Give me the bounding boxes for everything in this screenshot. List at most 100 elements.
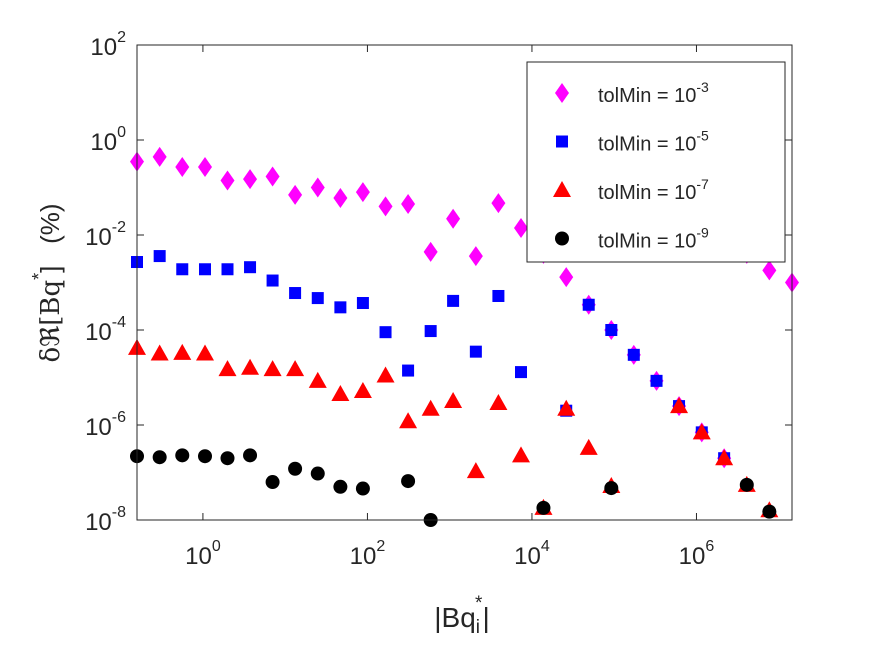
x-label-suffix: | [482,602,489,633]
point [289,287,302,300]
y-tick-label-base: 10 [90,34,117,61]
point [378,196,393,217]
point [355,182,370,203]
legend-name: tolMin = 10 [598,134,696,156]
point [424,325,437,338]
point [265,166,280,187]
point [491,193,506,214]
x-axis-label: |Bqi *| [434,593,489,638]
x-tick-label-base: 10 [350,543,377,570]
legend-exponent: -5 [696,127,709,143]
point [310,177,325,198]
legend-marker [556,135,568,148]
point [176,263,189,276]
y-tick-label-exponent: -8 [112,504,126,521]
point [515,366,528,379]
x-tick-label-base: 10 [185,543,212,570]
point [557,399,576,416]
x-tick-label-base: 10 [679,543,706,570]
legend-exponent: -9 [696,224,709,240]
legend-name: tolMin = 10 [598,182,696,204]
x-tick-label-exponent: 2 [376,538,385,555]
point [288,461,303,476]
axes-box [136,44,793,521]
point [399,412,418,429]
point [579,438,598,455]
point [421,399,440,416]
point [469,345,482,358]
x-tick-label-exponent: 4 [541,538,550,555]
point [355,481,370,496]
point [356,297,369,310]
point [627,348,640,361]
point [692,423,711,440]
point [401,474,416,489]
legend-label: tolMin = 10-7 [598,176,709,205]
point [308,371,327,388]
point [489,394,508,411]
y-tick-label-exponent: -4 [112,314,126,331]
y-tick-label: 10-6 [85,409,126,441]
point [512,446,531,463]
legend-marker [553,181,571,197]
point [715,449,734,466]
x-label-sub: i [476,617,480,638]
point [243,448,258,463]
y-tick-label: 100 [90,124,126,156]
point [221,263,234,276]
point [444,392,463,409]
point [220,451,235,466]
legend-label: tolMin = 10-3 [598,79,709,108]
point [333,479,348,494]
y-tick-label-exponent: 0 [117,124,126,141]
y-tick-label: 102 [90,29,126,61]
point [670,397,689,414]
y-tick-label-base: 10 [85,414,112,441]
legend-label: tolMin = 10-9 [598,224,709,253]
legend-exponent: -7 [696,176,709,192]
point [310,466,325,481]
point [175,157,190,178]
x-tick-label: 102 [350,538,386,570]
point [311,292,324,305]
point [266,274,279,287]
point [492,289,505,302]
y-tick-label-exponent: -2 [112,219,126,236]
point [152,146,167,167]
point [288,184,303,205]
x-tick-label: 104 [514,538,550,570]
point [197,449,212,464]
point [218,360,237,377]
point [173,343,192,360]
point [198,263,211,276]
point [334,301,347,314]
y-axis-label: δℜ[Bq*] (%) [29,203,66,362]
point [286,360,305,377]
point [739,477,754,492]
legend-label: tolMin = 10-5 [598,127,709,156]
x-tick-label: 100 [185,538,221,570]
point [446,208,461,229]
y-label-sup: * [29,273,49,280]
y-tick-label-exponent: -6 [112,409,126,426]
x-label-text: |Bq [434,602,476,633]
point [331,384,350,401]
point [195,344,214,361]
point [175,448,190,463]
point [604,481,619,496]
point [559,267,574,288]
point [466,462,485,479]
point [447,294,460,307]
y-tick-label-base: 10 [85,224,112,251]
x-label-sup: * [475,593,483,614]
point [762,260,777,281]
y-label-text: δℜ[Bq [36,280,66,363]
x-tick-label-exponent: 6 [705,538,714,555]
point [197,157,212,178]
y-tick-label: 10-4 [85,314,126,346]
point [333,188,348,209]
point [376,366,395,383]
point [243,169,258,190]
legend-marker [555,231,569,246]
